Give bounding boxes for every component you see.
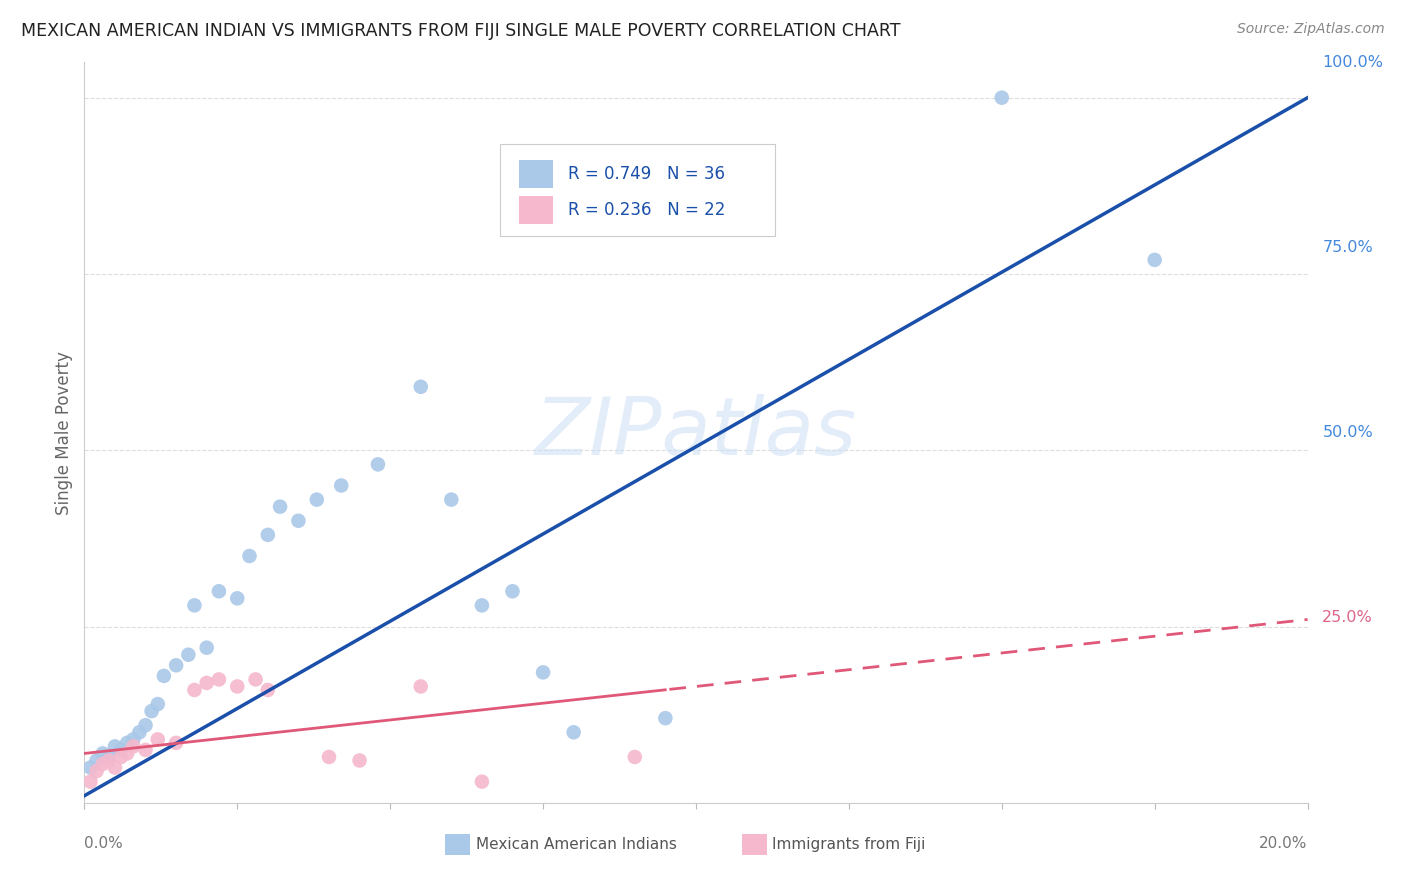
Point <box>654 711 676 725</box>
Point <box>122 732 145 747</box>
Point <box>177 648 200 662</box>
Text: 75.0%: 75.0% <box>1322 240 1374 255</box>
Point <box>79 760 101 774</box>
Text: Source: ZipAtlas.com: Source: ZipAtlas.com <box>1237 22 1385 37</box>
Text: R = 0.749   N = 36: R = 0.749 N = 36 <box>568 165 724 183</box>
Point <box>747 161 769 176</box>
Point <box>1143 252 1166 267</box>
Point <box>97 754 120 768</box>
Point <box>110 743 132 757</box>
Point <box>165 736 187 750</box>
Point <box>471 774 494 789</box>
Text: Mexican American Indians: Mexican American Indians <box>475 837 676 852</box>
Point <box>287 514 309 528</box>
Point <box>115 736 138 750</box>
FancyBboxPatch shape <box>501 144 776 236</box>
Point <box>208 673 231 687</box>
Y-axis label: Single Male Poverty: Single Male Poverty <box>55 351 73 515</box>
Text: R = 0.236   N = 22: R = 0.236 N = 22 <box>568 201 725 219</box>
Point <box>269 500 291 514</box>
Point <box>330 478 353 492</box>
Point <box>226 680 249 694</box>
Point <box>165 658 187 673</box>
Point <box>115 747 138 761</box>
Point <box>195 676 218 690</box>
Point <box>79 774 101 789</box>
FancyBboxPatch shape <box>519 195 553 224</box>
Point <box>257 683 280 698</box>
Text: ZIPatlas: ZIPatlas <box>534 393 858 472</box>
Point <box>146 697 169 711</box>
Point <box>97 750 120 764</box>
Point <box>104 760 127 774</box>
Point <box>91 757 114 772</box>
Text: 100.0%: 100.0% <box>1322 55 1384 70</box>
Point <box>146 732 169 747</box>
Point <box>991 91 1014 105</box>
Point <box>110 750 132 764</box>
Point <box>257 528 280 542</box>
Text: 25.0%: 25.0% <box>1322 610 1374 625</box>
Point <box>86 754 108 768</box>
Point <box>141 704 163 718</box>
Point <box>409 680 432 694</box>
Point <box>367 458 389 472</box>
Point <box>238 549 260 563</box>
Point <box>624 750 647 764</box>
Point <box>91 747 114 761</box>
Point <box>135 743 157 757</box>
Point <box>440 492 463 507</box>
FancyBboxPatch shape <box>519 161 553 188</box>
Point <box>122 739 145 754</box>
Point <box>471 599 494 613</box>
Text: 20.0%: 20.0% <box>1260 836 1308 851</box>
Point <box>531 665 554 680</box>
Point <box>208 584 231 599</box>
Point <box>104 739 127 754</box>
Point <box>128 725 150 739</box>
Point <box>502 584 524 599</box>
FancyBboxPatch shape <box>446 834 470 855</box>
Point <box>349 754 371 768</box>
Text: MEXICAN AMERICAN INDIAN VS IMMIGRANTS FROM FIJI SINGLE MALE POVERTY CORRELATION : MEXICAN AMERICAN INDIAN VS IMMIGRANTS FR… <box>21 22 901 40</box>
Point <box>226 591 249 606</box>
FancyBboxPatch shape <box>742 834 766 855</box>
Text: 0.0%: 0.0% <box>84 836 124 851</box>
Point <box>86 764 108 778</box>
Point <box>562 725 585 739</box>
Text: 50.0%: 50.0% <box>1322 425 1374 440</box>
Point <box>153 669 176 683</box>
Point <box>135 718 157 732</box>
Point <box>183 599 205 613</box>
Point <box>195 640 218 655</box>
Point <box>318 750 340 764</box>
Text: Immigrants from Fiji: Immigrants from Fiji <box>772 837 925 852</box>
Point <box>409 380 432 394</box>
Point <box>183 683 205 698</box>
Point <box>305 492 328 507</box>
Point <box>245 673 267 687</box>
